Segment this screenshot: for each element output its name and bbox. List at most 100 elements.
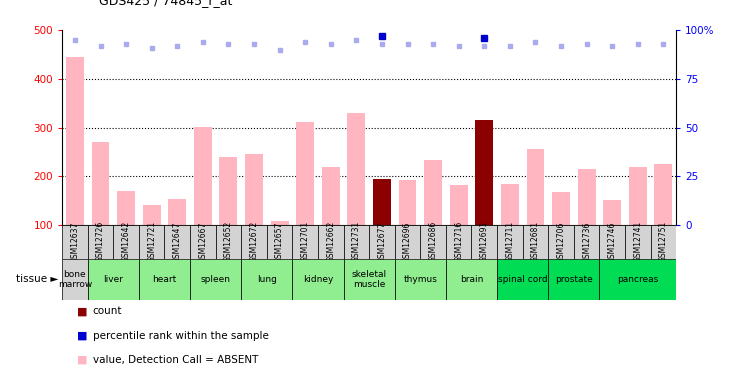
Bar [475,120,493,225]
Bar [446,225,471,259]
Text: GSM12726: GSM12726 [96,221,105,262]
Bar [603,200,621,225]
Bar [450,185,468,225]
Text: brain: brain [460,275,483,284]
Bar [296,122,314,225]
Text: GSM12677: GSM12677 [377,221,387,262]
Bar [219,157,238,225]
Bar [471,225,497,259]
Bar [241,225,267,259]
Bar [574,225,599,259]
Text: GSM12751: GSM12751 [659,221,668,262]
Bar [501,184,519,225]
Bar [344,225,369,259]
Text: GSM12716: GSM12716 [454,221,463,262]
Text: GSM12731: GSM12731 [352,221,361,262]
Text: GSM12662: GSM12662 [326,221,336,262]
Text: percentile rank within the sample: percentile rank within the sample [93,331,269,340]
Bar [190,259,241,300]
Text: GSM12696: GSM12696 [403,221,412,262]
Bar [497,225,523,259]
Bar [292,259,344,300]
Text: GSM12741: GSM12741 [633,221,643,262]
Bar [270,221,289,225]
Bar [168,199,186,225]
Bar [373,179,391,225]
Text: ■: ■ [77,331,87,340]
Text: spinal cord: spinal cord [498,275,548,284]
Text: spleen: spleen [200,275,231,284]
Bar [625,225,651,259]
Bar [322,166,340,225]
Bar [117,191,135,225]
Text: GSM12711: GSM12711 [505,221,515,262]
Text: GSM12701: GSM12701 [300,221,310,262]
Bar [318,225,344,259]
Text: kidney: kidney [303,275,333,284]
Bar [599,225,625,259]
Text: GSM12736: GSM12736 [582,221,591,262]
Text: GSM12672: GSM12672 [249,221,259,262]
Bar [548,225,574,259]
Bar [91,142,110,225]
Text: pancreas: pancreas [617,275,659,284]
Text: bone
marrow: bone marrow [58,270,92,289]
Bar [190,225,216,259]
Bar [164,225,190,259]
Bar [395,225,420,259]
Text: ■: ■ [77,355,87,365]
Bar [344,259,395,300]
Text: GSM12746: GSM12746 [607,221,617,262]
Text: skeletal
muscle: skeletal muscle [352,270,387,289]
Bar [88,259,139,300]
Text: GSM12667: GSM12667 [198,221,208,262]
Text: GSM12706: GSM12706 [556,221,566,262]
Bar [369,225,395,259]
Text: GSM12637: GSM12637 [70,221,80,262]
Bar [267,225,292,259]
Text: count: count [93,306,122,316]
Text: GSM12691: GSM12691 [480,221,489,262]
Text: GSM12642: GSM12642 [121,221,131,262]
Text: GSM12721: GSM12721 [147,221,156,262]
Bar [216,225,241,259]
Bar [497,259,548,300]
Text: ■: ■ [77,306,87,316]
Bar [143,204,161,225]
Text: lung: lung [257,275,277,284]
Bar [139,259,190,300]
Bar [62,225,88,259]
Text: tissue ►: tissue ► [16,274,58,284]
Bar [552,192,570,225]
Bar [347,113,366,225]
Bar [629,167,647,225]
Text: prostate: prostate [555,275,593,284]
Bar [241,259,292,300]
Bar [66,57,84,225]
Bar [194,126,212,225]
Bar [398,180,417,225]
Text: GSM12652: GSM12652 [224,221,233,262]
Bar [292,225,318,259]
Bar [577,170,596,225]
Bar [424,160,442,225]
Bar [395,259,446,300]
Bar [62,259,88,300]
Text: GSM12657: GSM12657 [275,221,284,262]
Text: GSM12647: GSM12647 [173,221,182,262]
Bar [526,149,545,225]
Text: value, Detection Call = ABSENT: value, Detection Call = ABSENT [93,355,258,365]
Bar [139,225,164,259]
Bar [113,225,139,259]
Bar [548,259,599,300]
Text: GDS425 / 74845_r_at: GDS425 / 74845_r_at [99,0,232,8]
Bar [446,259,497,300]
Text: GSM12681: GSM12681 [531,221,540,262]
Text: heart: heart [152,275,177,284]
Bar [523,225,548,259]
Bar [651,225,676,259]
Bar [245,154,263,225]
Bar [88,225,113,259]
Text: thymus: thymus [404,275,437,284]
Bar [599,259,676,300]
